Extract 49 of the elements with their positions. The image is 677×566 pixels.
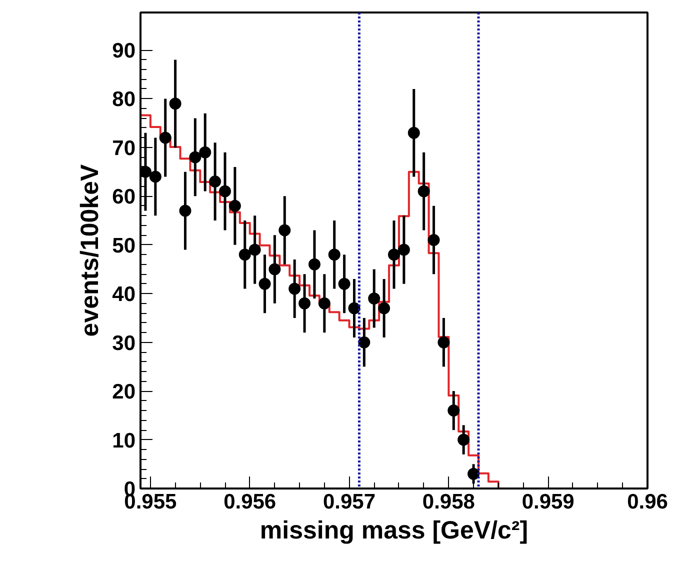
y-tick-label: 60 xyxy=(112,186,136,209)
point xyxy=(358,336,370,348)
point xyxy=(258,278,271,290)
y-tick-label: 20 xyxy=(112,380,136,404)
point xyxy=(238,248,251,261)
y-tick-label: 70 xyxy=(112,136,136,160)
point xyxy=(228,200,241,212)
point xyxy=(288,282,301,295)
y-tick-label: 90 xyxy=(112,40,136,63)
point xyxy=(318,297,330,310)
point xyxy=(388,248,400,261)
point xyxy=(189,151,202,164)
point xyxy=(219,185,231,198)
point xyxy=(428,234,440,246)
point xyxy=(458,434,470,446)
point xyxy=(159,132,172,144)
y-tick-label: 40 xyxy=(112,283,136,306)
point xyxy=(398,244,410,256)
point xyxy=(169,98,182,110)
y-tick-label: 80 xyxy=(112,88,136,112)
x-tick-label: 0.958 xyxy=(422,490,476,514)
point xyxy=(149,170,162,183)
x-axis-title: missing mass [GeV/c²] xyxy=(260,516,528,544)
point xyxy=(199,146,212,158)
y-tick-label: 10 xyxy=(112,429,136,452)
point xyxy=(278,224,291,236)
point xyxy=(378,302,390,314)
point xyxy=(338,278,350,290)
point xyxy=(268,263,281,276)
point xyxy=(328,248,340,261)
x-tick-label: 0.959 xyxy=(522,490,574,514)
point xyxy=(248,244,261,256)
point xyxy=(408,126,420,139)
y-axis-title: events/100keV xyxy=(76,164,104,337)
y-tick-label: 30 xyxy=(112,332,136,355)
point xyxy=(448,404,460,417)
point xyxy=(368,292,380,304)
point xyxy=(468,468,480,480)
x-tick-label: 0.957 xyxy=(322,490,376,514)
point xyxy=(179,204,192,217)
point xyxy=(298,297,311,310)
x-tick-label: 0.96 xyxy=(627,490,668,514)
x-tick-label: 0.956 xyxy=(224,490,276,514)
point xyxy=(418,185,430,198)
point xyxy=(209,176,222,188)
point xyxy=(438,336,450,348)
point xyxy=(308,258,320,270)
y-tick-label: 50 xyxy=(112,234,136,258)
point xyxy=(348,302,360,314)
